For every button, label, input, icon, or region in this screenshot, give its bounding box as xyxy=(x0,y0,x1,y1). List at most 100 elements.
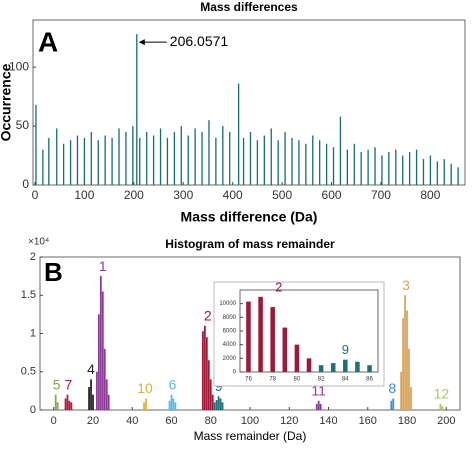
chart-title: Histogram of mass remainder xyxy=(165,237,335,251)
group-label: 5 xyxy=(53,376,61,392)
bar xyxy=(441,406,444,410)
y-tick-label: 10000 xyxy=(219,301,236,307)
y-tick-label: 100 xyxy=(9,59,29,73)
bar xyxy=(400,371,403,410)
x-tick-label: 600 xyxy=(322,188,342,202)
x-tick-label: 0 xyxy=(32,188,39,202)
bar xyxy=(172,398,175,410)
bar xyxy=(406,310,408,410)
bar xyxy=(88,387,90,410)
group-label: 7 xyxy=(65,376,73,392)
y-tick-label: 1.5 xyxy=(21,289,36,301)
bar xyxy=(219,398,222,410)
x-tick-label: 300 xyxy=(173,188,193,202)
bar xyxy=(306,358,312,372)
x-tick-label: 100 xyxy=(241,415,259,427)
x-tick-label: 180 xyxy=(398,415,416,427)
x-tick-label: 78 xyxy=(269,377,276,383)
group-label: 6 xyxy=(169,376,177,392)
bar xyxy=(90,379,92,410)
bar xyxy=(170,394,173,410)
y-multiplier: ×10⁴ xyxy=(28,237,49,248)
bar xyxy=(56,402,59,410)
x-tick-label: 200 xyxy=(437,415,455,427)
x-tick-label: 40 xyxy=(126,415,138,427)
y-tick-label: 2 xyxy=(30,251,36,263)
bar xyxy=(202,331,204,410)
bar xyxy=(318,365,324,372)
x-tick-label: 160 xyxy=(359,415,377,427)
group-label: 8 xyxy=(388,380,396,396)
bar xyxy=(174,402,177,410)
group-label: 11 xyxy=(311,383,326,399)
bar xyxy=(97,314,100,410)
x-tick-label: 20 xyxy=(87,415,99,427)
bar xyxy=(404,295,406,410)
bar xyxy=(205,337,208,410)
bar xyxy=(258,296,263,372)
group-label: 10 xyxy=(137,380,153,396)
bar xyxy=(392,398,395,410)
bar xyxy=(209,379,212,410)
y-tick-label: 1 xyxy=(30,327,36,339)
panel-letter: B xyxy=(44,257,63,287)
bar xyxy=(107,394,110,410)
y-tick-label: 0.5 xyxy=(21,366,36,378)
x-tick-label: 0 xyxy=(51,415,57,427)
x-axis-label: Mass remainder (Da) xyxy=(194,429,307,443)
bar xyxy=(207,360,210,410)
bar xyxy=(282,327,288,372)
bar xyxy=(439,403,442,410)
bar xyxy=(213,402,216,410)
group-label: 1 xyxy=(99,258,107,274)
bar xyxy=(355,361,360,372)
bar xyxy=(103,348,106,410)
bar xyxy=(319,403,322,410)
group-label: 2 xyxy=(204,308,212,324)
y-tick-label: 0 xyxy=(22,177,29,191)
bar xyxy=(92,394,94,410)
annotation-arrowhead xyxy=(138,39,145,46)
bar xyxy=(367,365,372,372)
bar xyxy=(70,402,73,410)
y-axis-label: Occurrence xyxy=(0,63,14,141)
x-tick-label: 82 xyxy=(318,377,325,383)
x-tick-label: 400 xyxy=(223,188,243,202)
bar xyxy=(105,379,108,410)
annotation-text: 206.0571 xyxy=(170,33,229,49)
bar xyxy=(408,348,410,410)
plot-frame xyxy=(32,19,466,186)
y-tick-label: 4000 xyxy=(223,342,237,348)
bar xyxy=(168,400,171,410)
group-label: 3 xyxy=(402,277,410,293)
y-tick-label: 2000 xyxy=(223,356,237,362)
y-tick-label: 50 xyxy=(16,118,30,132)
x-tick-label: 700 xyxy=(371,188,391,202)
bar xyxy=(99,276,102,410)
bar xyxy=(217,396,220,410)
bar xyxy=(143,402,145,410)
x-tick-label: 100 xyxy=(74,188,94,202)
bar xyxy=(101,291,104,410)
group-label: 12 xyxy=(434,386,450,402)
panel-letter: A xyxy=(38,26,58,57)
group-label: 4 xyxy=(87,361,95,377)
bar xyxy=(215,400,218,410)
x-tick-label: 86 xyxy=(366,377,373,383)
x-axis-label: Mass difference (Da) xyxy=(181,209,318,225)
bar xyxy=(410,387,412,410)
bar xyxy=(221,402,224,410)
y-tick-label: 8000 xyxy=(223,315,237,321)
group-label: 9 xyxy=(342,342,349,357)
bar xyxy=(203,325,206,410)
x-tick-label: 80 xyxy=(294,377,301,383)
bar xyxy=(145,398,147,410)
bar xyxy=(402,318,404,410)
bar xyxy=(270,307,275,372)
bar xyxy=(330,363,336,372)
bar xyxy=(246,301,251,372)
bar xyxy=(294,344,300,372)
x-tick-label: 800 xyxy=(420,188,440,202)
bar xyxy=(54,394,57,410)
